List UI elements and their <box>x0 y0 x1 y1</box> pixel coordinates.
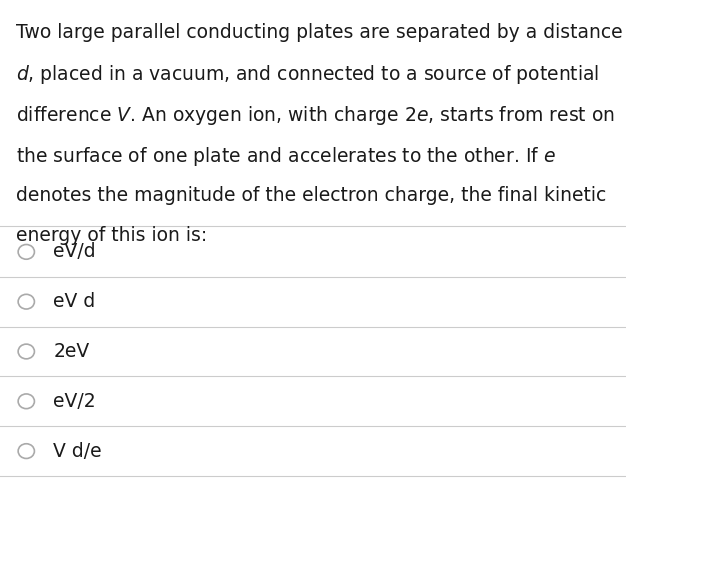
Text: $d$, placed in a vacuum, and connected to a source of potential: $d$, placed in a vacuum, and connected t… <box>15 63 599 87</box>
Text: 2eV: 2eV <box>53 342 89 361</box>
Text: Two large parallel conducting plates are separated by a distance: Two large parallel conducting plates are… <box>15 23 622 42</box>
Text: difference $V$. An oxygen ion, with charge $2e$, starts from rest on: difference $V$. An oxygen ion, with char… <box>15 104 615 127</box>
Text: eV/2: eV/2 <box>53 392 95 411</box>
Text: energy of this ion is:: energy of this ion is: <box>15 226 207 246</box>
Text: V d/e: V d/e <box>53 441 102 461</box>
Text: denotes the magnitude of the electron charge, the final kinetic: denotes the magnitude of the electron ch… <box>15 186 606 205</box>
Text: eV/d: eV/d <box>53 242 95 261</box>
Text: the surface of one plate and accelerates to the other. If $e$: the surface of one plate and accelerates… <box>15 145 555 168</box>
Text: eV d: eV d <box>53 292 95 311</box>
